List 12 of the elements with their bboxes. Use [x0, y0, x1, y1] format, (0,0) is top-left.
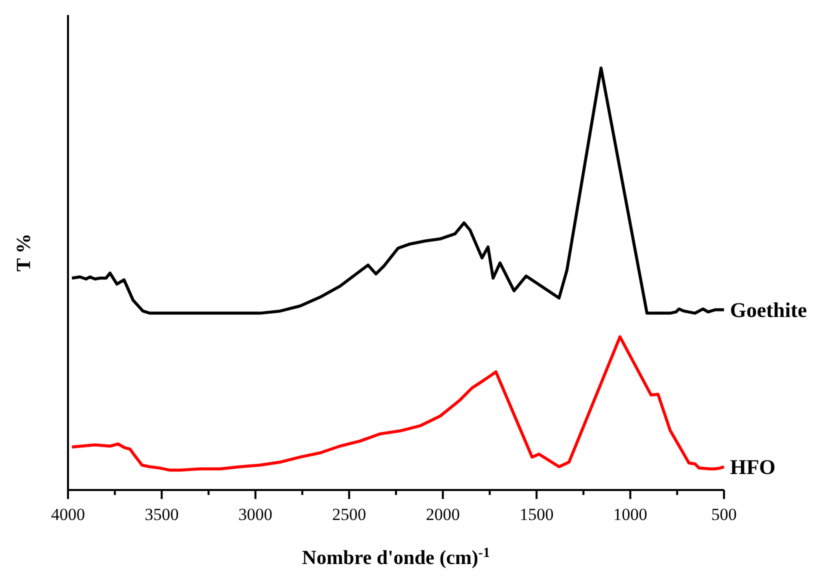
series-label: HFO: [730, 455, 776, 480]
x-tick-label: 4000: [51, 505, 85, 524]
series-label: Goethite: [730, 298, 807, 322]
x-tick-label: 500: [711, 505, 737, 524]
y-axis-title: T %: [13, 234, 35, 272]
x-axis-title: Nombre d'onde (cm)$^{-1}$: [302, 546, 490, 569]
x-tick-label: 2000: [426, 505, 460, 524]
x-tick-label: 3000: [238, 505, 272, 524]
x-tick-label: 1500: [520, 505, 554, 524]
x-tick-label: 1000: [613, 505, 648, 524]
x-tick-label: 2500: [332, 505, 366, 524]
x-tick-label: 3500: [144, 505, 179, 524]
